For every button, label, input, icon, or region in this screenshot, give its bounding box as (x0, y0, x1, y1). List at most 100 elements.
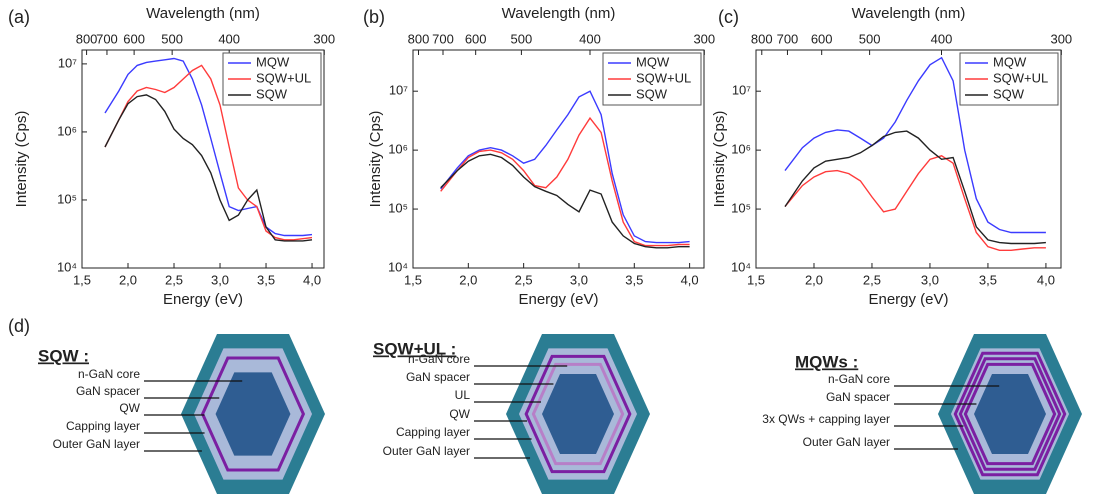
layer-label: UL (455, 388, 471, 402)
legend-label: MQW (636, 54, 670, 69)
layer-label: GaN spacer (406, 370, 470, 384)
y-tick-label: 10⁷ (58, 55, 77, 70)
y-tick-label: 10⁶ (57, 123, 77, 138)
x-tick-label: 3,5 (257, 272, 275, 287)
quantum-well (953, 351, 1067, 477)
series-line (104, 94, 313, 242)
y-tick-label: 10⁷ (732, 83, 751, 98)
layer-label: Outer GaN layer (53, 437, 140, 451)
x-axis-title: Energy (eV) (518, 291, 598, 308)
legend-label: SQW (993, 86, 1025, 101)
x2-tick-label: 800 (751, 31, 773, 46)
x-axis-title: Energy (eV) (868, 291, 948, 308)
n-gan-core (974, 374, 1046, 454)
structure-title: SQW+UL : (373, 339, 456, 358)
y-axis-title: Intensity (Cps) (367, 111, 384, 208)
x2-tick-label: 500 (161, 31, 183, 46)
y-tick-label: 10⁵ (388, 201, 408, 216)
y-axis-title: Intensity (Cps) (711, 111, 728, 208)
x-tick-label: 3,5 (979, 272, 997, 287)
layer-label: QW (449, 407, 470, 421)
y-tick-label: 10⁴ (57, 259, 77, 274)
plot-frame (412, 49, 705, 269)
series-line (104, 64, 313, 241)
x-tick-label: 2,5 (165, 272, 183, 287)
legend-label: SQW (256, 86, 288, 101)
quantum-well (524, 354, 632, 474)
x2-tick-label: 400 (579, 31, 601, 46)
x-tick-label: 4,0 (303, 272, 321, 287)
legend-label: MQW (993, 54, 1027, 69)
x-tick-label: 2,5 (863, 272, 881, 287)
layer-label: Outer GaN layer (803, 435, 890, 449)
x2-axis-title: Wavelength (nm) (502, 5, 616, 22)
quantum-well (963, 362, 1057, 466)
legend-label: SQW+UL (993, 70, 1048, 85)
x2-tick-label: 300 (1050, 31, 1072, 46)
series-line (104, 57, 313, 237)
x-tick-label: 2,5 (515, 272, 533, 287)
x-tick-label: 2,0 (459, 272, 477, 287)
x2-tick-label: 700 (96, 31, 118, 46)
series-line (440, 153, 690, 249)
quantum-well (531, 362, 625, 466)
x2-tick-label: 800 (408, 31, 430, 46)
layer-label: Capping layer (396, 425, 470, 439)
plot-frame (81, 49, 325, 269)
x-tick-label: 3,0 (921, 272, 939, 287)
layer-label: n-GaN core (408, 352, 470, 366)
structure-title: SQW : (38, 346, 89, 365)
x2-tick-label: 800 (76, 31, 98, 46)
layer-label: Outer GaN layer (383, 444, 470, 458)
x-tick-label: 3,5 (625, 272, 643, 287)
x2-tick-label: 500 (511, 31, 533, 46)
y-tick-label: 10⁵ (57, 191, 77, 206)
x-tick-label: 1,5 (747, 272, 765, 287)
structure-title: MQWs : (795, 352, 858, 371)
n-gan-core (542, 374, 614, 454)
layer-label: 3x QWs + capping layer (762, 412, 890, 426)
series-line (440, 116, 690, 247)
legend-label: SQW+UL (256, 70, 311, 85)
y-tick-label: 10⁴ (388, 259, 408, 274)
x2-tick-label: 400 (218, 31, 240, 46)
series-line (784, 155, 1046, 251)
x2-tick-label: 300 (313, 31, 335, 46)
x-tick-label: 2,0 (805, 272, 823, 287)
layer-label: GaN spacer (76, 384, 140, 398)
layer-label: GaN spacer (826, 390, 890, 404)
legend-label: SQW (636, 86, 668, 101)
x2-tick-label: 500 (859, 31, 881, 46)
layer-label: n-GaN core (828, 372, 890, 386)
x-tick-label: 1,5 (73, 272, 91, 287)
x-tick-label: 1,5 (404, 272, 422, 287)
y-tick-label: 10⁶ (731, 142, 751, 157)
y-tick-label: 10⁴ (731, 259, 751, 274)
x2-axis-title: Wavelength (nm) (852, 5, 966, 22)
layer-label: n-GaN core (78, 367, 140, 381)
legend-label: SQW+UL (636, 70, 691, 85)
layer-label: Capping layer (66, 419, 140, 433)
y-tick-label: 10⁵ (731, 201, 751, 216)
y-tick-label: 10⁷ (389, 83, 408, 98)
panel-label: (c) (718, 7, 739, 27)
x-axis-title: Energy (eV) (163, 291, 243, 308)
x-tick-label: 2,0 (119, 272, 137, 287)
x2-tick-label: 600 (123, 31, 145, 46)
x2-tick-label: 300 (693, 31, 715, 46)
n-gan-core (215, 372, 291, 456)
x-tick-label: 4,0 (681, 272, 699, 287)
plot-frame (755, 49, 1062, 269)
x2-tick-label: 600 (811, 31, 833, 46)
y-tick-label: 10⁶ (388, 142, 408, 157)
x2-tick-label: 400 (931, 31, 953, 46)
x2-tick-label: 600 (465, 31, 487, 46)
x-tick-label: 3,0 (570, 272, 588, 287)
x2-axis-title: Wavelength (nm) (146, 5, 260, 22)
y-axis-title: Intensity (Cps) (13, 111, 30, 208)
series-line (784, 56, 1046, 234)
panel-label: (d) (8, 316, 30, 336)
panel-label: (b) (363, 7, 385, 27)
quantum-well (958, 357, 1062, 471)
